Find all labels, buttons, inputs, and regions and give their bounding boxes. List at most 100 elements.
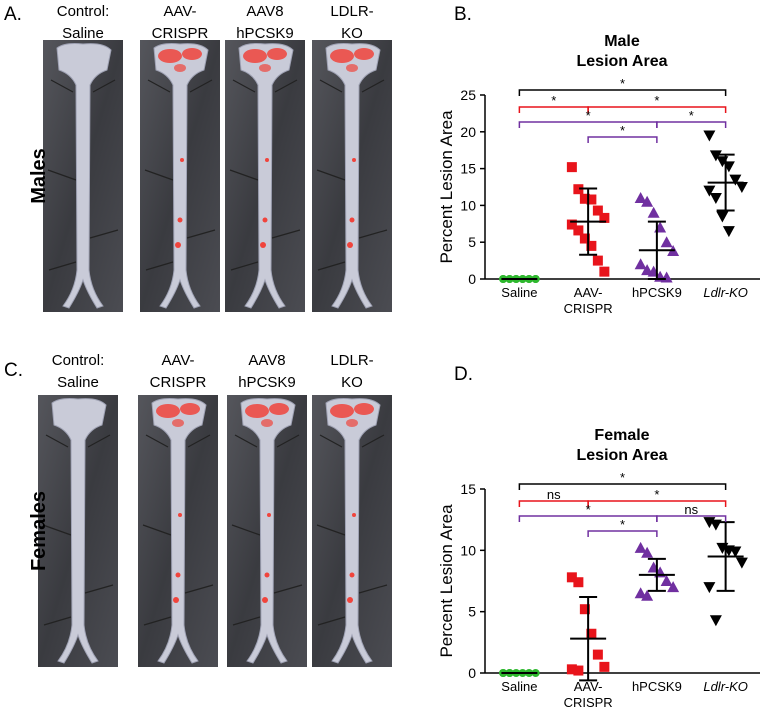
significance-bracket [587,530,658,537]
panel-label: A. [4,4,22,25]
sd-bar [647,557,666,592]
column-label: AAV8 [248,352,285,369]
data-point [634,541,647,553]
column-label: Saline [62,25,104,42]
data-point [641,195,654,207]
x-tick-label: AAV-CRISPR [564,679,613,710]
significance-label: * [654,93,659,108]
column-label: KO [341,374,363,391]
data-point [634,192,647,204]
data-point [660,575,673,586]
panel-label: B. [454,4,472,25]
y-axis-label: Percent Lesion Area [437,110,456,264]
data-point [592,255,603,266]
column-label: Saline [57,374,99,391]
data-point [716,211,729,223]
significance-label: * [551,93,556,108]
significance-label: * [654,487,659,502]
significance-label: * [620,76,625,91]
data-point [566,162,577,173]
column-label: KO [341,25,363,42]
data-point [573,665,584,676]
y-tick-label: 0 [468,271,476,287]
significance-bracket [518,89,727,96]
y-tick-label: 5 [468,234,476,250]
y-tick-label: 0 [468,665,476,681]
data-point [703,582,716,594]
y-tick-label: 10 [460,197,476,213]
y-tick-label: 15 [460,161,476,177]
data-point [709,193,722,205]
column-label: AAV8 [246,3,283,20]
data-point [592,649,603,660]
column-label: AAV- [161,352,194,369]
column-label: LDLR- [330,352,373,369]
data-point [599,266,610,277]
y-axis-label: Percent Lesion Area [437,504,456,658]
data-point [599,661,610,672]
data-point [634,587,647,599]
x-tick-label: Ldlr-KO [703,679,748,694]
column-label: hPCSK9 [236,25,294,42]
data-point [599,212,610,223]
significance-label: * [689,108,694,123]
data-point [709,615,722,627]
data-point [634,258,647,270]
data-point [647,206,660,218]
column-label: CRISPR [150,374,207,391]
significance-bracket [518,483,727,490]
row-label: Males [28,148,50,204]
column-label: Control: [57,3,110,20]
data-point [703,185,716,197]
data-point [709,150,722,162]
significance-bracket [656,515,727,522]
sd-bar [647,220,666,280]
column-label: hPCSK9 [238,374,296,391]
y-tick-label: 10 [460,542,476,558]
column-label: Control: [52,352,105,369]
sd-bar [579,187,598,256]
x-tick-label: Saline [501,285,537,300]
sd-bar [579,595,598,682]
significance-bracket [587,500,727,507]
x-tick-label: AAV-CRISPR [564,285,613,316]
photo-panel-c [37,394,393,668]
column-label: LDLR- [330,3,373,20]
data-point [573,184,584,195]
significance-label: ns [547,487,561,502]
data-point [703,130,716,142]
panel-label: C. [4,360,23,381]
significance-bracket [587,106,727,113]
data-point [641,589,654,601]
column-label: AAV- [163,3,196,20]
data-point [573,225,584,236]
column-label: CRISPR [152,25,209,42]
x-tick-label: Saline [501,679,537,694]
chart-title: Lesion Area [577,53,668,70]
data-point [722,226,735,238]
significance-label: * [620,517,625,532]
sd-bar [716,521,735,592]
significance-label: * [620,123,625,138]
y-tick-label: 5 [468,604,476,620]
chart-title: Female [594,427,649,444]
chart-title: Male [604,33,640,50]
sd-bar [716,153,735,212]
data-point [729,546,742,558]
data-point [641,546,654,558]
significance-label: ns [684,502,698,517]
significance-label: * [620,470,625,485]
data-point [660,236,673,248]
row-label: Females [28,491,50,571]
significance-label: * [586,502,591,517]
y-tick-label: 25 [460,87,476,103]
data-point [729,174,742,186]
y-tick-label: 15 [460,481,476,497]
data-point [573,577,584,588]
x-tick-label: Ldlr-KO [703,285,748,300]
data-point [735,557,748,569]
data-point [735,182,748,193]
significance-label: * [586,108,591,123]
panel-label: D. [454,364,473,385]
